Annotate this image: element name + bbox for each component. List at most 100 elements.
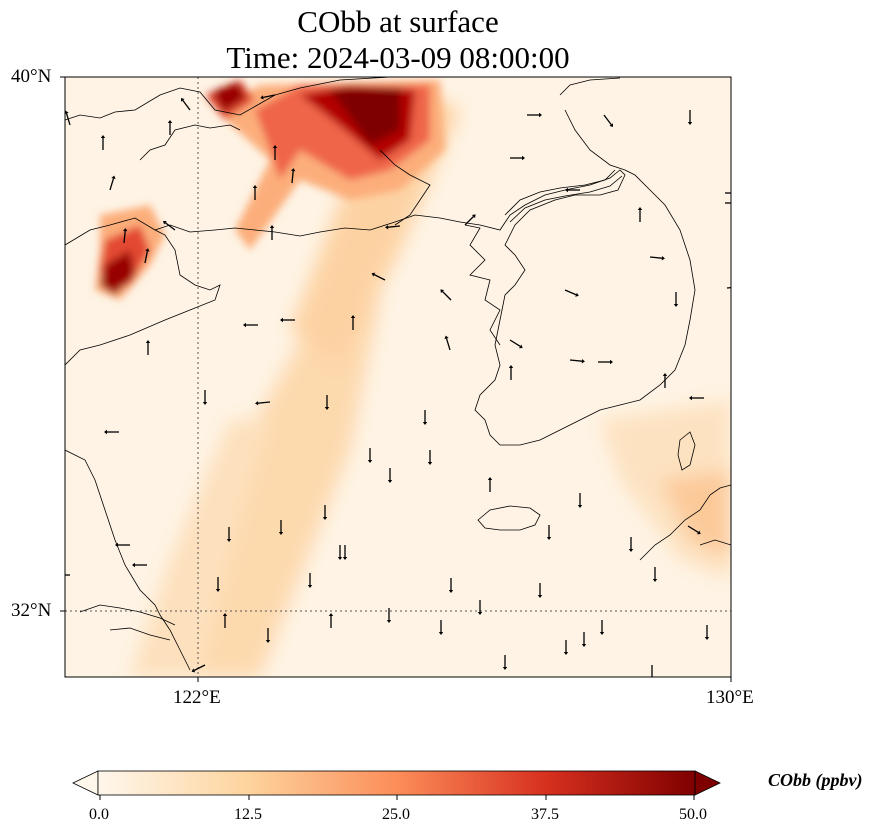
- axis-ticks: [60, 76, 732, 682]
- map-title: CObb at surface: [297, 4, 499, 39]
- wind-arrow-head: [371, 272, 376, 277]
- wind-arrow-head: [427, 462, 433, 465]
- wind-arrow-head: [422, 422, 428, 425]
- colorbar-gradient: [98, 771, 695, 795]
- wind-arrow-head: [697, 530, 701, 535]
- wind-arrow-head: [243, 322, 246, 328]
- wind-arrow-head: [191, 668, 196, 673]
- wind-arrow-head: [222, 613, 228, 616]
- lat-tick-label: 40°N: [11, 66, 52, 87]
- wind-arrow-head: [215, 589, 221, 592]
- wind-arrow-head: [652, 579, 658, 582]
- colorbar-tick-label: 50.0: [679, 806, 707, 823]
- wind-arrow-head: [537, 595, 543, 598]
- wind-vectors: [55, 94, 742, 677]
- wind-arrow-head: [181, 98, 185, 102]
- wind-arrow-head: [322, 517, 328, 520]
- coastlines: [65, 77, 731, 671]
- wind-arrow-shaft: [373, 274, 386, 281]
- wind-arrow-head: [522, 155, 525, 161]
- colorbar-extend-max: [694, 770, 721, 796]
- wind-arrow-head: [471, 214, 476, 219]
- wind-arrow-head: [581, 359, 585, 364]
- wind-arrow-shaft: [291, 170, 294, 184]
- wind-arrow-head: [291, 168, 296, 172]
- lat-tick-label: 32°N: [11, 600, 52, 621]
- wind-arrow-head: [387, 480, 393, 483]
- wind-arrow-head: [163, 221, 167, 225]
- wind-arrow-head: [502, 667, 508, 670]
- wind-arrow-shaft: [509, 339, 521, 347]
- wind-arrow-shaft: [165, 222, 176, 231]
- map-time-subtitle: Time: 2024-03-09 08:00:00: [226, 40, 570, 75]
- wind-arrow-head: [673, 304, 679, 307]
- map-frame: [64, 76, 732, 678]
- wind-arrow-head: [440, 289, 445, 294]
- wind-arrow-shaft: [109, 178, 115, 191]
- wind-arrow-head: [328, 613, 334, 616]
- colorbar-title: CObb (ppbv): [768, 770, 863, 790]
- wind-arrow-shaft: [263, 94, 276, 98]
- wind-arrow-head: [637, 207, 643, 210]
- wind-arrow-head: [487, 477, 493, 480]
- lon-tick-label: 122°E: [173, 687, 221, 708]
- wind-arrow-shaft: [649, 256, 663, 259]
- wind-arrow-head: [307, 585, 313, 588]
- wind-arrow-head: [252, 185, 258, 188]
- wind-arrow-head: [575, 292, 579, 297]
- wind-arrow-shaft: [65, 113, 71, 126]
- wind-arrow-head: [337, 557, 343, 560]
- wind-arrow-head: [737, 191, 740, 195]
- wind-arrow-shaft: [687, 525, 699, 533]
- wind-arrow-head: [278, 532, 284, 535]
- wind-arrow-head: [272, 145, 278, 148]
- wind-arrow-head: [280, 317, 283, 323]
- wind-arrow-head: [386, 620, 392, 623]
- colorbar-tick-label: 25.0: [382, 806, 410, 823]
- wind-arrow-head: [255, 401, 259, 406]
- wind-arrow-head: [65, 110, 69, 114]
- wind-arrow-head: [111, 175, 116, 180]
- wind-arrow-head: [342, 557, 348, 560]
- wind-arrow-head: [704, 637, 710, 640]
- gridlines: [65, 77, 731, 677]
- wind-arrow-head: [581, 644, 587, 647]
- wind-arrow-head: [444, 335, 449, 340]
- wind-arrow-shaft: [445, 338, 451, 351]
- wind-arrow-head: [55, 573, 58, 577]
- wind-arrow-shaft: [464, 216, 474, 226]
- wind-arrow-head: [260, 95, 264, 100]
- wind-arrow-head: [546, 537, 552, 540]
- colorbar-tick-label: 0.0: [89, 806, 109, 823]
- wind-arrow-head: [202, 402, 208, 405]
- wind-arrow-head: [519, 344, 523, 349]
- wind-arrow-head: [610, 359, 613, 365]
- colorbar-tick-label: 12.5: [234, 806, 262, 823]
- wind-arrow-shaft: [257, 401, 271, 404]
- wind-arrow-head: [367, 460, 373, 463]
- wind-arrow-head: [115, 542, 118, 548]
- wind-arrow-head: [577, 505, 583, 508]
- wind-arrow-head: [226, 539, 232, 542]
- wind-arrow-head: [737, 201, 740, 205]
- wind-arrow-head: [565, 187, 568, 193]
- wind-arrow-head: [350, 315, 356, 318]
- wind-arrow-head: [145, 248, 150, 252]
- wind-arrow-shaft: [193, 664, 206, 671]
- wind-arrow-head: [324, 407, 330, 410]
- wind-arrow-head: [599, 632, 605, 635]
- wind-arrow-head: [438, 632, 444, 635]
- wind-arrow-head: [661, 256, 665, 261]
- wind-arrow-head: [448, 590, 454, 593]
- wind-arrow-shaft: [182, 100, 191, 111]
- wind-arrow-shaft: [564, 289, 577, 296]
- wind-arrow-head: [265, 640, 271, 643]
- wind-arrow-head: [132, 562, 135, 568]
- wind-arrow-head: [269, 225, 275, 228]
- wind-arrow-head: [739, 285, 742, 289]
- lon-tick-label: 130°E: [706, 687, 754, 708]
- wind-arrow-shaft: [144, 251, 148, 264]
- wind-arrow-shaft: [603, 114, 612, 125]
- wind-arrow-head: [508, 365, 514, 368]
